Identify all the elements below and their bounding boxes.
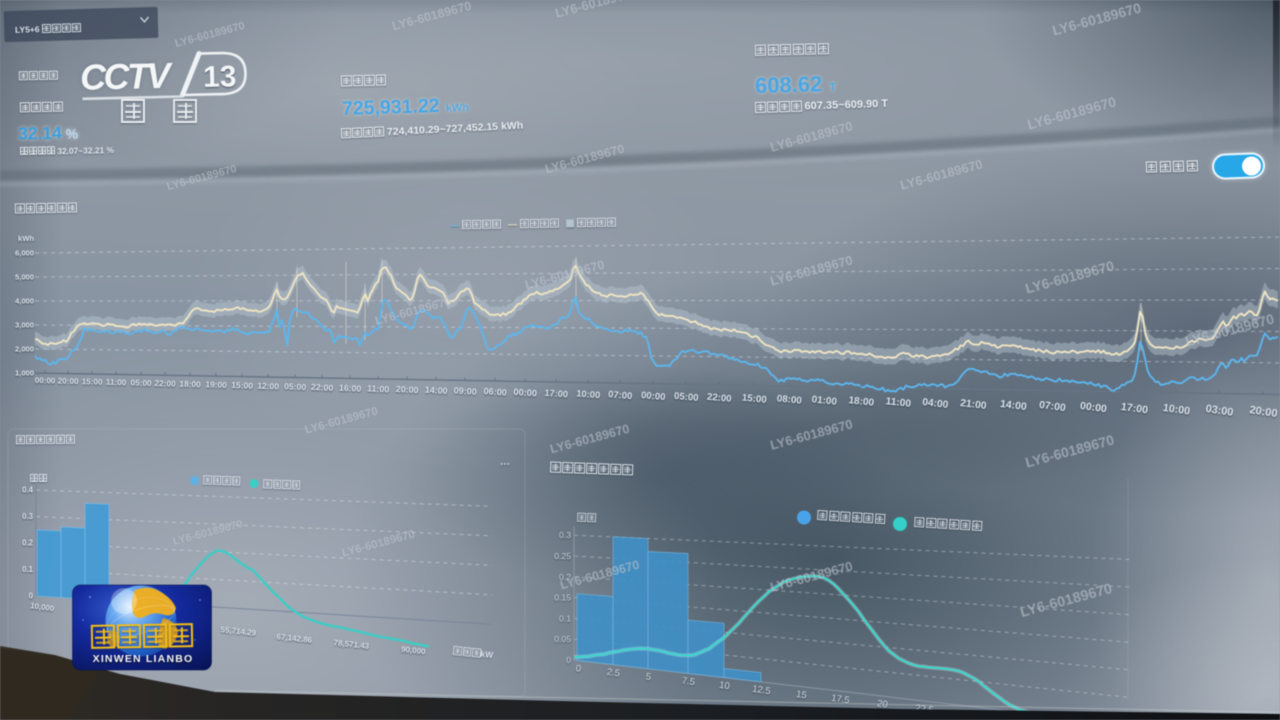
svg-text:17:00: 17:00 [544,388,568,400]
svg-text:16:00: 16:00 [339,383,362,394]
svg-text:0.2: 0.2 [559,572,571,582]
svg-text:CCTV: CCTV [80,55,174,98]
svg-text:17.5: 17.5 [830,693,850,706]
svg-text:15:00: 15:00 [82,377,103,387]
svg-text:0: 0 [566,655,571,665]
svg-text:05:00: 05:00 [130,378,152,388]
svg-text:1,000: 1,000 [15,369,34,378]
svg-text:21:00: 21:00 [960,398,988,412]
svg-text:04:00: 04:00 [922,397,949,411]
svg-text:6,000: 6,000 [15,249,34,258]
svg-text:3,000: 3,000 [15,321,34,330]
svg-text:0.4: 0.4 [22,486,34,495]
svg-text:2,000: 2,000 [15,345,34,354]
svg-text:0.3: 0.3 [559,530,571,540]
svg-text:0: 0 [575,663,582,675]
svg-text:20:00: 20:00 [396,384,419,395]
svg-text:⋯: ⋯ [500,459,510,470]
svg-text:07:00: 07:00 [1038,400,1066,414]
svg-text:07:00: 07:00 [608,388,633,401]
svg-text:14:00: 14:00 [999,399,1027,413]
svg-text:11:00: 11:00 [106,378,127,388]
svg-text:19:00: 19:00 [205,379,227,390]
svg-text:4,000: 4,000 [15,297,34,306]
svg-text:12.5: 12.5 [751,684,771,697]
svg-text:00:00: 00:00 [1079,400,1107,415]
svg-text:15:00: 15:00 [231,380,253,391]
svg-text:67,142.86: 67,142.86 [276,632,313,645]
svg-text:10: 10 [718,680,730,692]
svg-text:22:00: 22:00 [311,382,334,393]
svg-text:10:00: 10:00 [1162,402,1191,418]
svg-text:20:00: 20:00 [58,377,79,387]
svg-text:00:00: 00:00 [35,376,56,386]
svg-text:7.5: 7.5 [681,675,696,688]
svg-text:15: 15 [795,689,807,701]
svg-text:00:00: 00:00 [513,387,537,399]
svg-text:0.3: 0.3 [22,512,34,521]
svg-text:05:00: 05:00 [674,391,699,404]
svg-text:11:00: 11:00 [885,396,912,410]
svg-text:90,000: 90,000 [401,645,427,657]
svg-text:0.1: 0.1 [559,613,571,623]
svg-text:11:00: 11:00 [367,383,390,394]
svg-text:2.5: 2.5 [606,667,621,680]
svg-text:15:00: 15:00 [741,393,767,406]
svg-text:00:00: 00:00 [641,390,666,403]
svg-text:0.1: 0.1 [22,565,34,574]
svg-text:17:00: 17:00 [1120,401,1149,417]
svg-text:0: 0 [29,592,34,601]
svg-text:08:00: 08:00 [776,393,803,406]
svg-text:0.15: 0.15 [554,593,571,603]
svg-text:0.05: 0.05 [554,634,571,644]
svg-text:22:00: 22:00 [707,392,732,405]
svg-text:20:00: 20:00 [1249,404,1279,420]
svg-text:18:00: 18:00 [848,395,875,409]
svg-text:06:00: 06:00 [483,386,507,398]
svg-text:14:00: 14:00 [425,385,448,396]
svg-text:kWh: kWh [18,234,34,243]
svg-text:20: 20 [876,698,888,710]
svg-text:05:00: 05:00 [284,381,307,392]
svg-text:0.2: 0.2 [22,539,34,548]
svg-text:5,000: 5,000 [15,273,34,282]
svg-text:12:00: 12:00 [257,380,279,391]
svg-text:09:00: 09:00 [453,385,477,397]
svg-text:5: 5 [645,671,652,683]
svg-text:78,571.43: 78,571.43 [333,638,370,651]
svg-text:01:00: 01:00 [811,394,838,408]
svg-text:10,000: 10,000 [30,601,56,613]
svg-text:13: 13 [203,60,237,94]
svg-text:10:00: 10:00 [576,388,601,400]
svg-text:18:00: 18:00 [179,379,201,390]
svg-text:03:00: 03:00 [1205,403,1234,419]
svg-text:22:00: 22:00 [154,378,176,389]
svg-text:55,714.29: 55,714.29 [220,625,257,638]
svg-text:0.25: 0.25 [554,551,571,561]
